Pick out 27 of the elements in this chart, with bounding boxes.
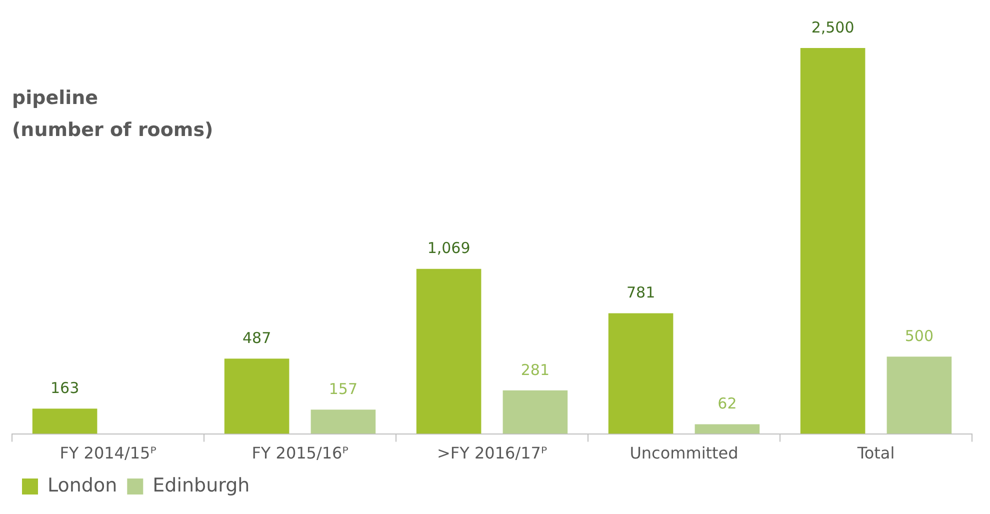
bar: [310, 410, 376, 434]
bar: [32, 408, 98, 434]
data-label: 487: [242, 329, 272, 348]
data-label: 163: [50, 379, 80, 398]
data-label: 500: [904, 327, 934, 346]
x-tick-label: Total: [856, 444, 895, 463]
bar: [608, 313, 674, 434]
bar: [800, 48, 866, 434]
data-label: 157: [328, 380, 358, 398]
data-label: 1,069: [427, 239, 470, 258]
data-label: 281: [520, 360, 550, 379]
bar: [224, 358, 290, 434]
x-tick-label: FY 2015/16ᴾ: [252, 444, 348, 463]
x-tick-label: Uncommitted: [630, 444, 738, 463]
legend-label: London: [48, 474, 118, 496]
data-label: 62: [718, 394, 737, 413]
legend-label: Edinburgh: [152, 474, 250, 496]
bar: [694, 424, 760, 434]
bar: [416, 268, 482, 434]
bar: [886, 356, 952, 434]
text: pipeline: [12, 87, 98, 109]
data-label: 781: [626, 284, 656, 302]
bar: [502, 390, 568, 434]
x-tick-label: >FY 2016/17ᴾ: [436, 444, 548, 463]
x-tick-label: FY 2014/15ᴾ: [60, 444, 156, 463]
data-label: 2,500: [811, 18, 854, 36]
text: (number of rooms): [12, 119, 214, 141]
